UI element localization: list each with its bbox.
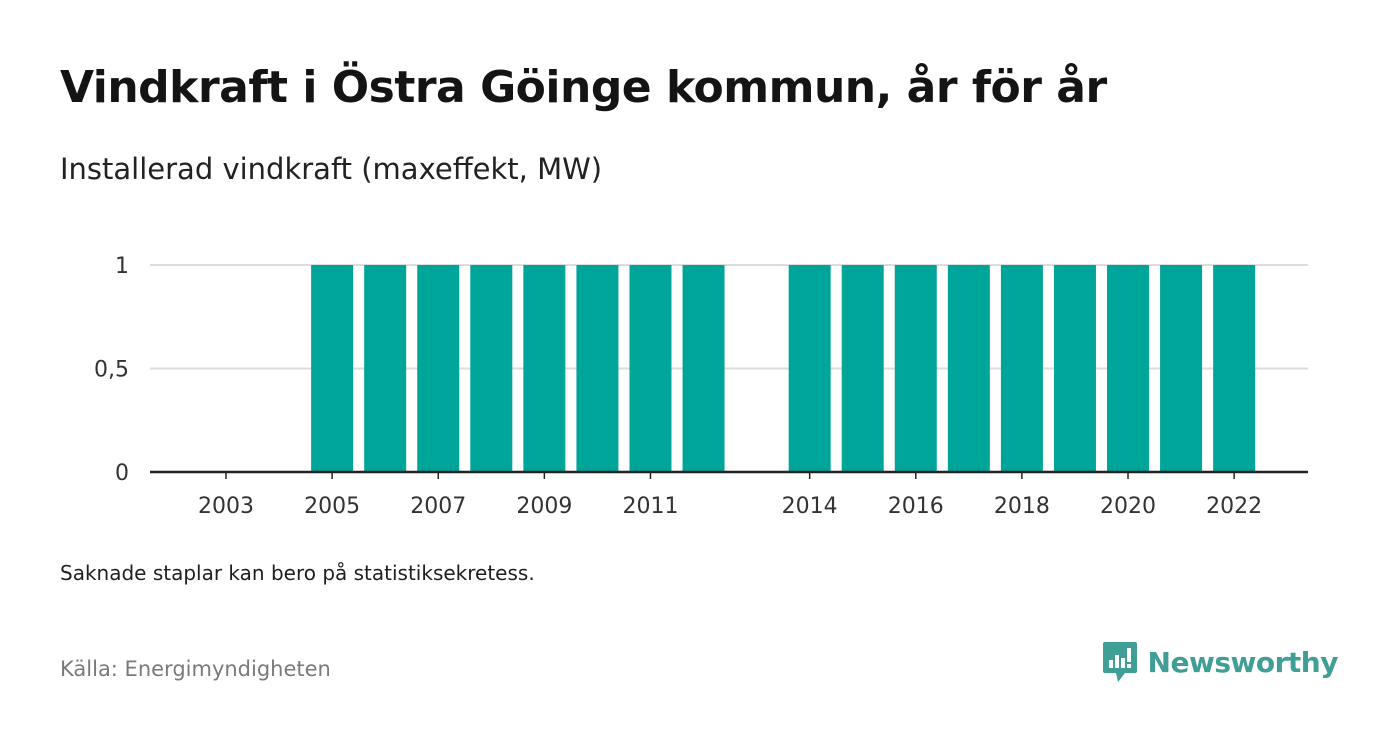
x-tick-label: 2003 [198, 494, 254, 519]
newsworthy-logo-icon [1102, 642, 1137, 682]
bar-2022 [1213, 265, 1256, 472]
x-tick-label: 2011 [622, 494, 678, 519]
footnote: Saknade staplar kan bero på statistiksek… [60, 561, 535, 585]
bar-2021 [1160, 265, 1203, 472]
bar-2014 [788, 265, 831, 472]
axes [150, 470, 1308, 479]
x-tick-label: 2014 [782, 494, 838, 519]
chart-subtitle: Installerad vindkraft (maxeffekt, MW) [60, 152, 603, 186]
bar-2015 [841, 265, 884, 472]
bar-2012 [682, 265, 725, 472]
bar-2008 [470, 265, 513, 472]
bar-2009 [523, 265, 566, 472]
brand-name: Newsworthy [1147, 645, 1339, 679]
bar-2010 [576, 265, 619, 472]
bar-2007 [417, 265, 460, 472]
x-tick-label: 2005 [304, 494, 360, 519]
x-tick-label: 2022 [1206, 494, 1262, 519]
x-tick-label: 2018 [994, 494, 1050, 519]
y-tick-label: 1 [115, 254, 129, 279]
bar-2018 [1000, 265, 1043, 472]
bar-2006 [364, 265, 407, 472]
bar-2019 [1053, 265, 1096, 472]
brand-logo: Newsworthy [1102, 640, 1339, 684]
x-tick-label: 2016 [888, 494, 944, 519]
y-tick-label: 0,5 [94, 358, 129, 383]
source-credit: Källa: Energimyndigheten [60, 657, 331, 681]
x-tick-label: 2007 [410, 494, 466, 519]
x-tick-label: 2009 [516, 494, 572, 519]
y-tick-label: 0 [115, 461, 129, 486]
bar-2011 [629, 265, 672, 472]
chart-title: Vindkraft i Östra Göinge kommun, år för … [60, 62, 1107, 113]
bar-2016 [894, 265, 937, 472]
x-axis-tick-labels: 2003 2005 2007 2009 2011 2014 2016 2018 2020 2022 [198, 494, 1262, 519]
bars [311, 265, 1256, 472]
y-axis-tick-labels: 00,51 [94, 254, 129, 486]
bar-2020 [1107, 265, 1150, 472]
bar-2017 [947, 265, 990, 472]
bar-2005 [311, 265, 354, 472]
x-tick-label: 2020 [1100, 494, 1156, 519]
